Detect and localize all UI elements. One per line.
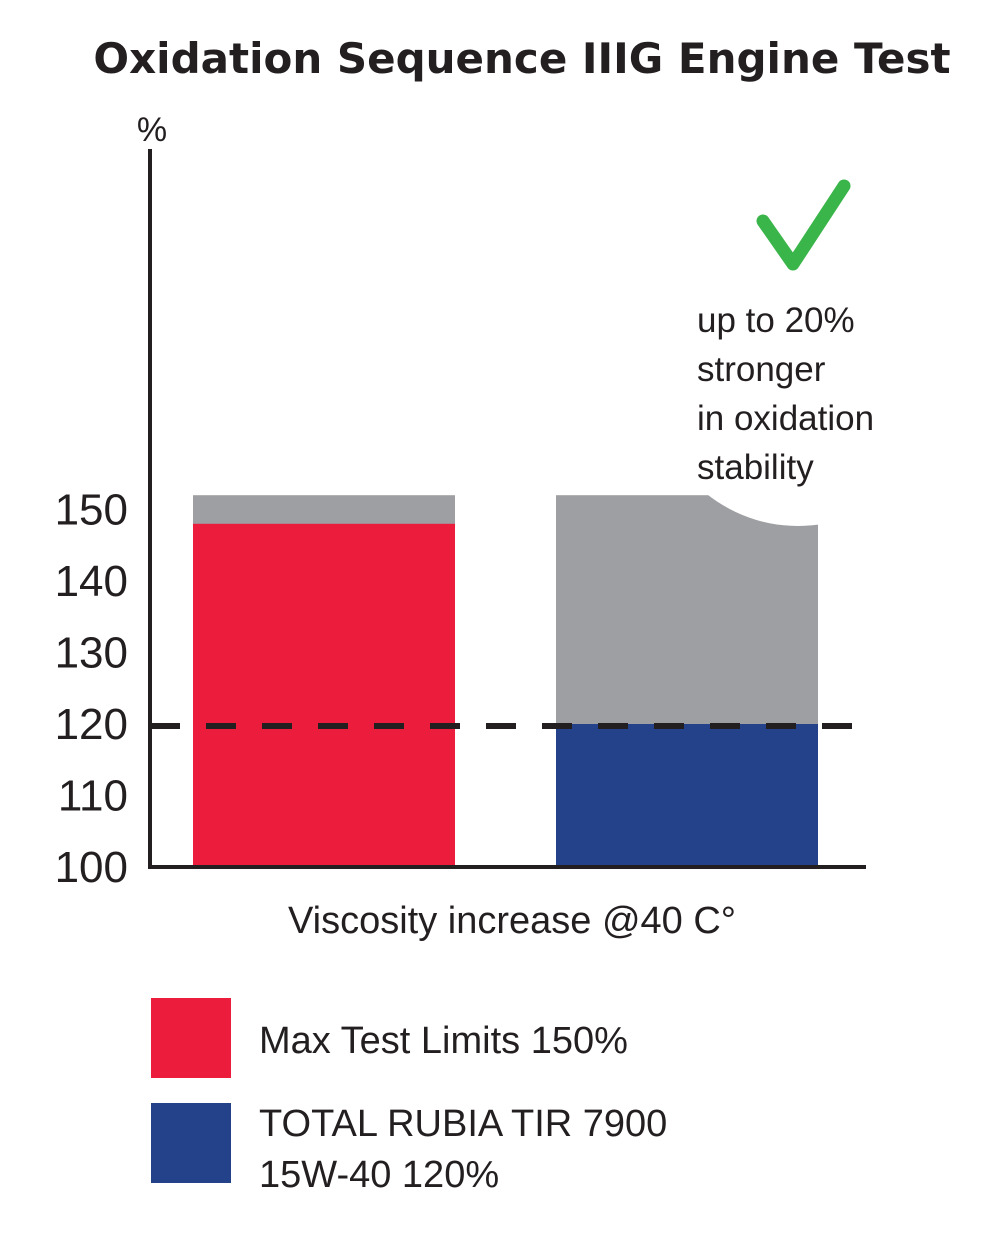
annotation-bubble — [652, 234, 944, 526]
value-bars — [193, 523, 818, 867]
y-axis-ticks: 100 110 120 130 140 150 — [55, 486, 128, 893]
legend-label-total-rubia-line-1: TOTAL RUBIA TIR 7900 — [259, 1103, 667, 1145]
checkmark-icon — [756, 179, 851, 271]
y-tick-label: 130 — [55, 629, 128, 678]
annotation-line-2: stronger — [697, 350, 826, 389]
legend-swatch-max-test-limits — [151, 998, 231, 1078]
legend: Max Test Limits 150% TOTAL RUBIA TIR 790… — [151, 998, 667, 1196]
y-tick-label: 110 — [58, 772, 128, 821]
value-bar-1 — [193, 523, 455, 867]
x-axis-label: Viscosity increase @40 C° — [288, 900, 736, 942]
annotation-callout: up to 20% stronger in oxidation stabilit… — [652, 179, 944, 526]
chart-title: Oxidation Sequence IIIG Engine Test — [93, 34, 950, 83]
annotation-line-4: stability — [697, 448, 814, 487]
y-tick-label: 100 — [55, 843, 128, 892]
annotation-line-3: in oxidation — [697, 399, 874, 438]
y-tick-label: 140 — [55, 557, 128, 606]
legend-label-total-rubia-line-2: 15W-40 120% — [259, 1154, 499, 1196]
annotation-line-1: up to 20% — [697, 301, 855, 340]
legend-swatch-total-rubia — [151, 1103, 231, 1183]
y-tick-label: 120 — [55, 700, 128, 749]
value-bar-2 — [556, 724, 818, 867]
y-tick-label: 150 — [55, 486, 128, 535]
legend-label-max-test-limits-line-1: Max Test Limits 150% — [259, 1020, 628, 1062]
y-axis-unit-label: % — [137, 111, 167, 149]
